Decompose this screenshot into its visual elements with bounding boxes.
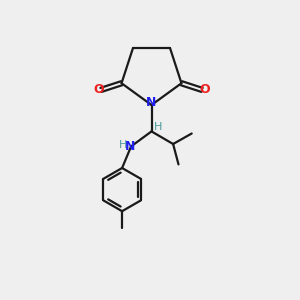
Text: N: N (146, 96, 157, 109)
Text: N: N (125, 140, 135, 153)
Text: O: O (93, 83, 104, 96)
Text: O: O (199, 83, 210, 96)
Text: H: H (118, 140, 127, 150)
Text: H: H (154, 122, 162, 132)
